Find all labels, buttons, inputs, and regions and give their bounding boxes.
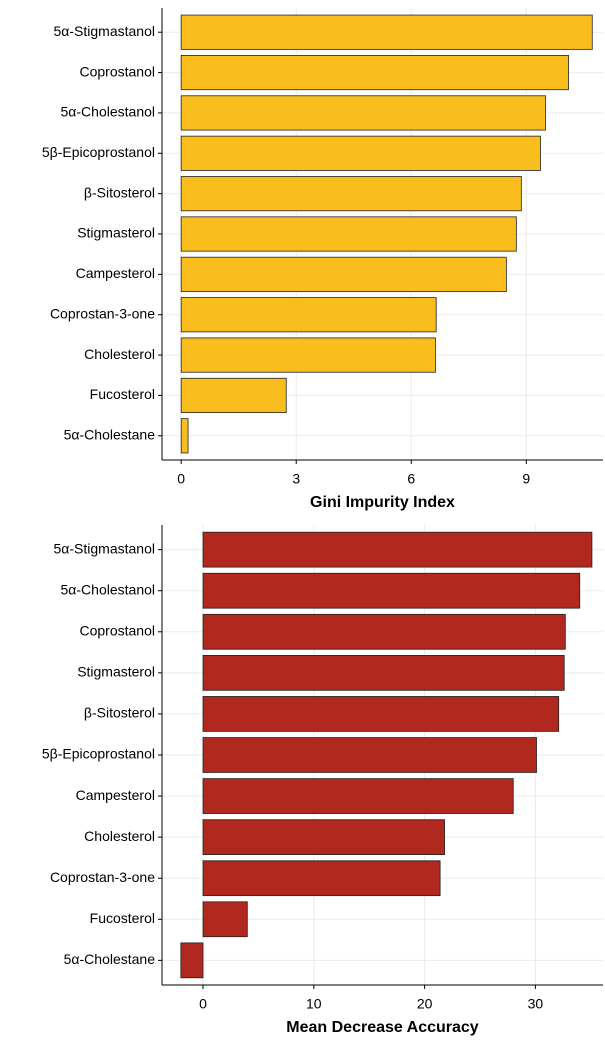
bar (180, 135, 541, 171)
bar (202, 901, 248, 938)
bar (180, 297, 437, 333)
bar (180, 176, 522, 212)
y-tick-label: Cholesterol (84, 828, 155, 844)
bar (180, 216, 517, 252)
y-tick-label: 5α-Stigmastanol (54, 23, 155, 39)
x-tick-label: 9 (522, 471, 530, 487)
y-tick-label: Campesterol (76, 787, 155, 803)
x-tick-label: 0 (199, 996, 207, 1012)
y-tick-label: β-Sitosterol (84, 705, 155, 721)
y-tick-label: Cholesterol (84, 346, 155, 362)
y-tick-label: Stigmasterol (77, 225, 155, 241)
y-tick-label: Coprostanol (80, 63, 156, 79)
y-tick-label: Fucosterol (90, 910, 155, 926)
x-tick-label: 6 (407, 471, 415, 487)
bar (202, 572, 581, 609)
x-tick-label: 0 (177, 471, 185, 487)
bar (202, 737, 537, 773)
bar (180, 418, 189, 454)
y-tick-label: Fucosterol (90, 386, 155, 402)
bar (180, 256, 507, 292)
y-tick-label: Coprostan-3-one (50, 305, 155, 321)
bar (180, 377, 287, 413)
y-tick-label: 5α-Cholestane (64, 951, 156, 967)
y-tick-label: 5α-Cholestane (64, 426, 156, 442)
y-tick-label: 5α-Stigmastanol (54, 540, 155, 556)
y-tick-label: 5α-Cholestanol (61, 104, 155, 120)
y-tick-label: Campesterol (76, 265, 155, 281)
y-tick-label: β-Sitosterol (84, 184, 155, 200)
y-tick-label: Coprostan-3-one (50, 869, 155, 885)
bar (202, 696, 560, 732)
bar (180, 337, 436, 373)
bar (180, 95, 546, 131)
x-tick-label: 10 (306, 996, 322, 1012)
y-tick-label: 5β-Epicoprostanol (42, 746, 155, 762)
x-tick-label: 3 (292, 471, 300, 487)
bar (202, 531, 593, 568)
bar (202, 778, 514, 814)
y-tick-label: 5α-Cholestanol (61, 581, 155, 597)
bar (202, 860, 441, 897)
y-tick-label: Stigmasterol (77, 664, 155, 680)
y-tick-label: Coprostanol (80, 622, 156, 638)
x-tick-label: 20 (417, 996, 433, 1012)
bar (180, 55, 569, 91)
bar (180, 942, 204, 979)
bar (180, 14, 593, 50)
y-tick-label: 5β-Epicoprostanol (42, 144, 155, 160)
x-tick-label: 30 (528, 996, 544, 1012)
bar (202, 613, 566, 650)
x-axis-title: Gini Impurity Index (310, 494, 455, 511)
x-axis-title: Mean Decrease Accuracy (286, 1019, 479, 1036)
bar (202, 819, 445, 855)
bar (202, 655, 565, 691)
